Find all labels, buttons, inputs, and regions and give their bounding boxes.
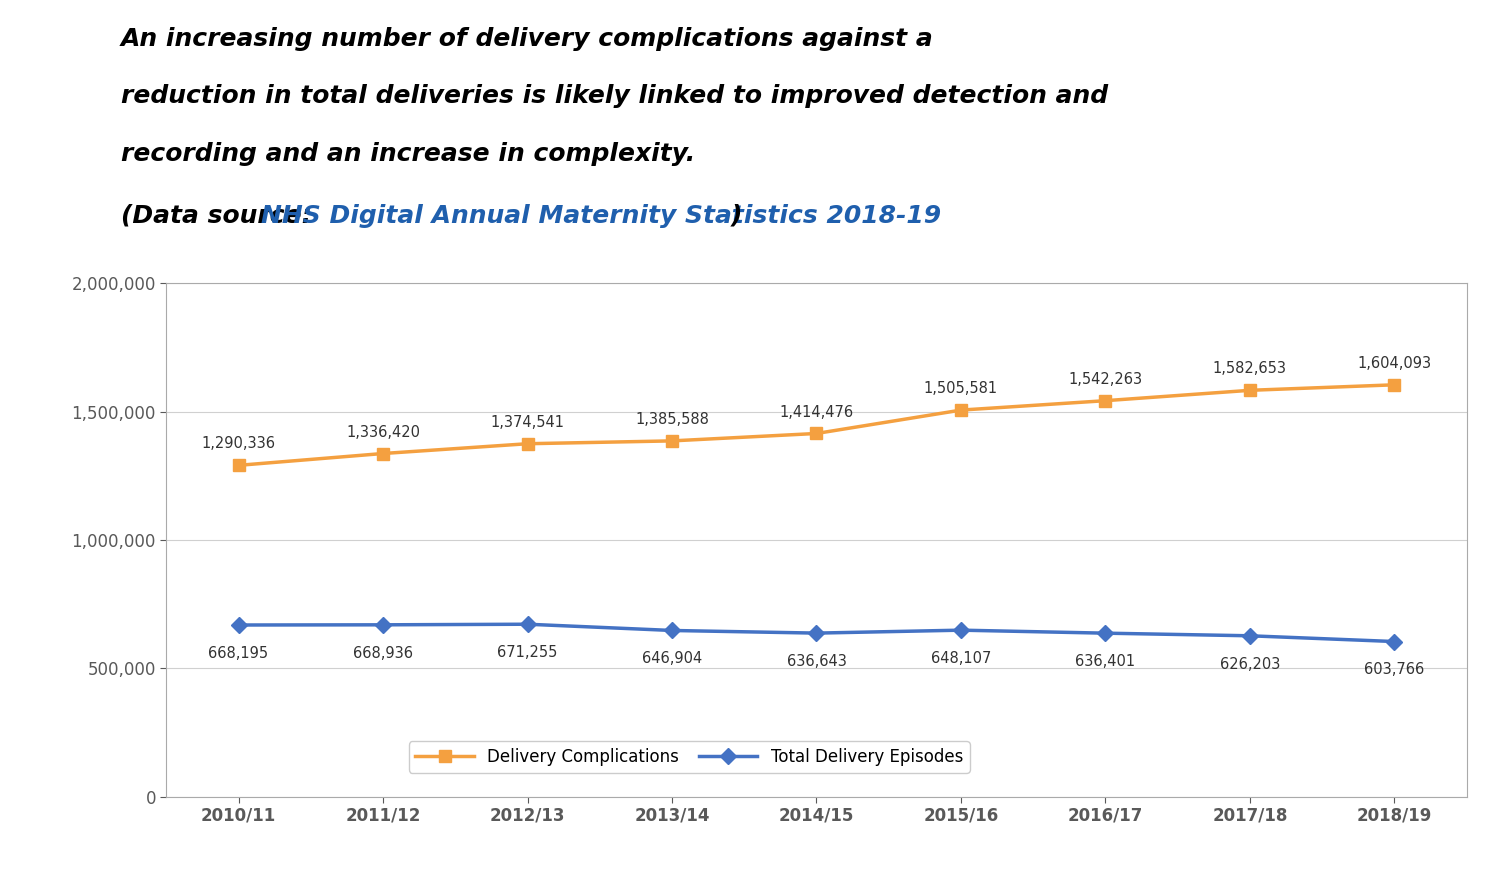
- Text: ): ): [730, 204, 742, 227]
- Text: 1,604,093: 1,604,093: [1358, 356, 1432, 371]
- Total Delivery Episodes: [1096, 627, 1114, 638]
- Text: 648,107: 648,107: [931, 651, 992, 666]
- Total Delivery Episodes: [662, 625, 680, 635]
- Delivery Complications: [1385, 380, 1403, 390]
- Text: 668,936: 668,936: [352, 646, 413, 660]
- Line: Delivery Complications: Delivery Complications: [233, 379, 1400, 472]
- Text: 1,542,263: 1,542,263: [1069, 372, 1143, 387]
- Text: 1,385,588: 1,385,588: [635, 412, 709, 427]
- Text: 1,582,653: 1,582,653: [1213, 361, 1287, 376]
- Text: 636,643: 636,643: [786, 654, 847, 669]
- Delivery Complications: [519, 438, 537, 449]
- Legend: Delivery Complications, Total Delivery Episodes: Delivery Complications, Total Delivery E…: [408, 742, 969, 773]
- Delivery Complications: [807, 428, 826, 439]
- Delivery Complications: [1241, 385, 1259, 396]
- Text: 646,904: 646,904: [643, 651, 702, 666]
- Line: Total Delivery Episodes: Total Delivery Episodes: [233, 619, 1400, 647]
- Total Delivery Episodes: [519, 619, 537, 629]
- Text: 603,766: 603,766: [1364, 662, 1424, 677]
- Delivery Complications: [1096, 396, 1114, 406]
- Text: (Data source:: (Data source:: [121, 204, 321, 227]
- Total Delivery Episodes: [953, 625, 971, 635]
- Text: 1,374,541: 1,374,541: [490, 415, 564, 430]
- Text: 668,195: 668,195: [209, 646, 269, 661]
- Text: reduction in total deliveries is likely linked to improved detection and: reduction in total deliveries is likely …: [121, 84, 1108, 108]
- Delivery Complications: [662, 435, 680, 446]
- Total Delivery Episodes: [807, 627, 826, 638]
- Delivery Complications: [230, 460, 248, 471]
- Text: 671,255: 671,255: [497, 645, 558, 660]
- Total Delivery Episodes: [373, 620, 392, 630]
- Total Delivery Episodes: [1241, 630, 1259, 641]
- Total Delivery Episodes: [1385, 636, 1403, 647]
- Delivery Complications: [373, 448, 392, 458]
- Text: 636,401: 636,401: [1075, 654, 1136, 669]
- Text: An increasing number of delivery complications against a: An increasing number of delivery complic…: [121, 27, 934, 50]
- Delivery Complications: [953, 404, 971, 415]
- Total Delivery Episodes: [230, 620, 248, 630]
- Text: 1,336,420: 1,336,420: [346, 425, 420, 440]
- Text: NHS Digital Annual Maternity Statistics 2018-19: NHS Digital Annual Maternity Statistics …: [262, 204, 940, 227]
- Text: 1,414,476: 1,414,476: [779, 404, 854, 419]
- Text: recording and an increase in complexity.: recording and an increase in complexity.: [121, 142, 696, 165]
- Text: 1,290,336: 1,290,336: [201, 436, 275, 451]
- Text: 1,505,581: 1,505,581: [924, 381, 998, 396]
- Text: 626,203: 626,203: [1220, 657, 1281, 672]
